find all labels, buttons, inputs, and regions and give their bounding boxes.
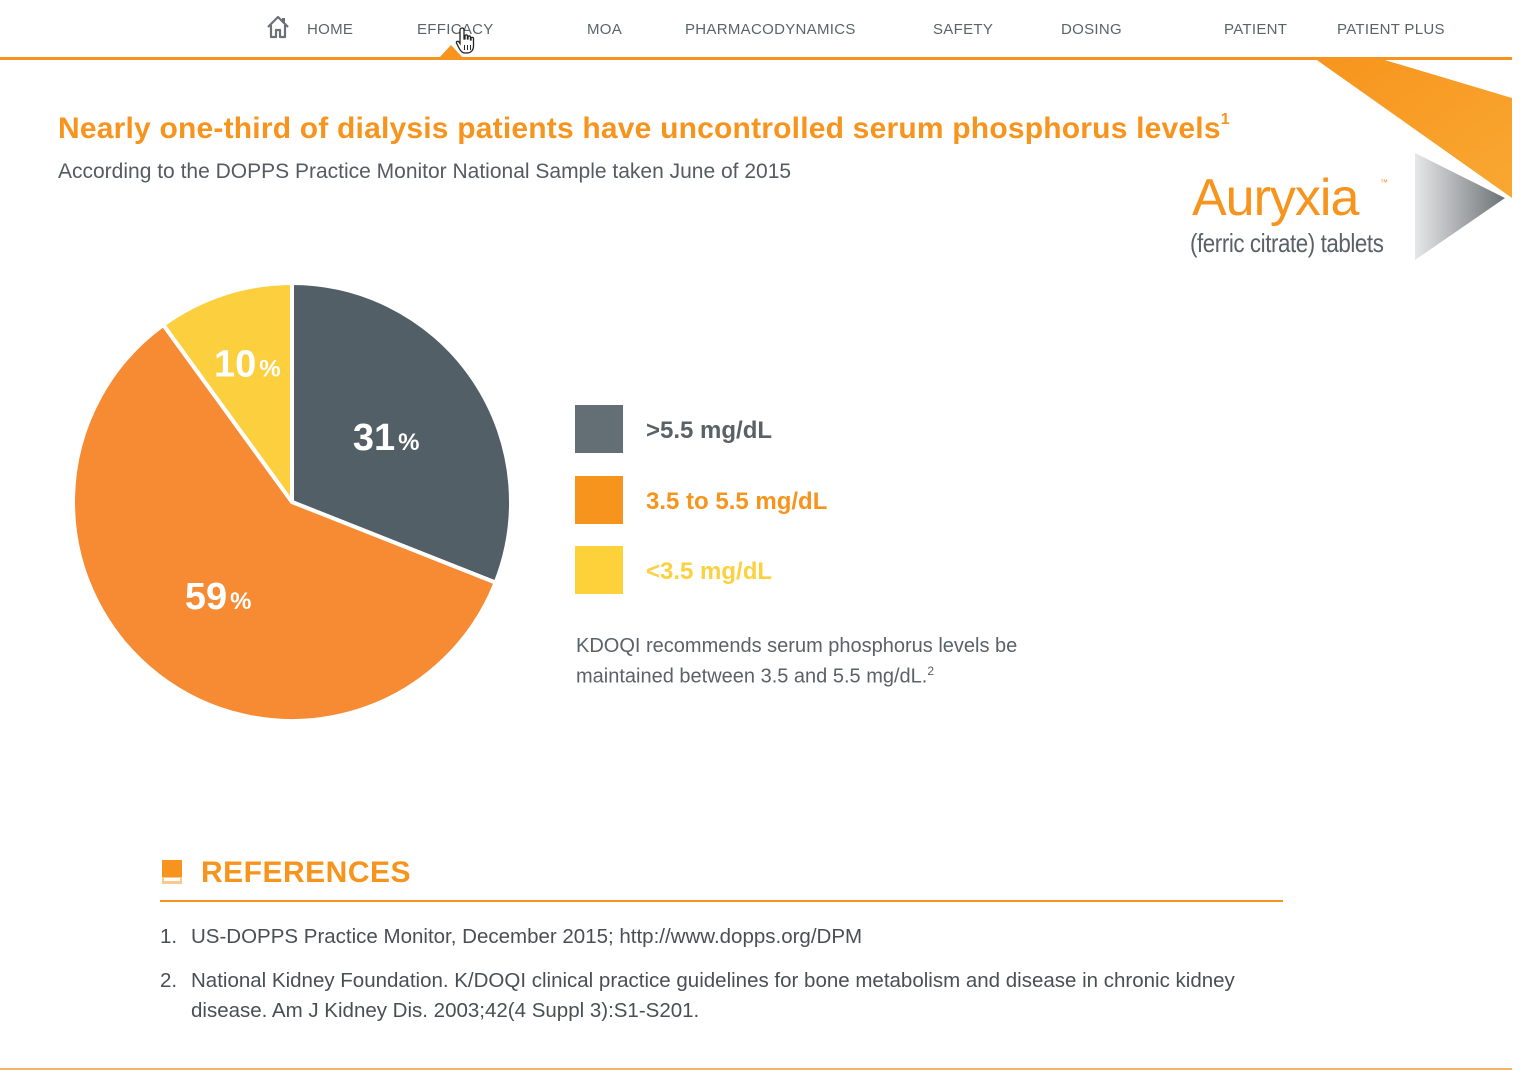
book-icon <box>162 860 182 884</box>
pie-slice-label: 10% <box>214 344 281 386</box>
reference-number: 2. <box>160 969 178 992</box>
reference-number: 1. <box>160 925 178 948</box>
pie-slice <box>71 322 498 723</box>
references-divider <box>160 900 1283 902</box>
footer-divider <box>0 1068 1512 1070</box>
logo-trademark: ™ <box>1380 178 1388 187</box>
nav-moa[interactable]: MOA <box>587 21 623 38</box>
references-heading: REFERENCES <box>201 856 412 889</box>
pie-slice <box>290 281 513 585</box>
hand-cursor-icon <box>455 27 475 54</box>
nav-dosing[interactable]: DOSING <box>1061 21 1122 38</box>
pie-slice-label: 31% <box>353 417 420 459</box>
legend-item: <3.5 mg/dL <box>575 546 975 594</box>
legend-swatch <box>575 546 623 594</box>
footnote-marker: 2 <box>927 664 935 678</box>
legend-label: <3.5 mg/dL <box>646 558 773 585</box>
phosphorus-pie-chart: 31 % 59 % 10% <box>71 281 513 723</box>
page-subtitle: According to the DOPPS Practice Monitor … <box>58 160 792 183</box>
nav-home[interactable]: HOME <box>307 21 354 38</box>
nav-patient-plus[interactable]: PATIENT PLUS <box>1337 21 1445 38</box>
decorative-ribbon <box>1314 58 1512 260</box>
page-title: Nearly one-third of dialysis patients ha… <box>58 111 1230 145</box>
nav-efficacy[interactable]: EFFICACY <box>417 21 494 38</box>
house-icon[interactable] <box>265 14 291 40</box>
pie-slice <box>161 281 294 504</box>
reference-text: US-DOPPS Practice Monitor, December 2015… <box>191 925 863 948</box>
top-navigation: HOME EFFICACY MOA PHARMACODYNAMICS SAFET… <box>0 0 1512 60</box>
reference-text: National Kidney Foundation. K/DOQI clini… <box>191 969 1235 1022</box>
nav-safety[interactable]: SAFETY <box>933 21 994 38</box>
auryxia-logo: Auryxia ™ (ferric citrate) tablets <box>1188 170 1398 265</box>
logo-tagline: (ferric citrate) tablets <box>1190 228 1384 258</box>
legend-item: 3.5 to 5.5 mg/dL <box>575 476 975 524</box>
legend-item: >5.5 mg/dL <box>575 405 975 453</box>
kdoqi-note: KDOQI recommends serum phosphorus levels… <box>576 635 1018 688</box>
pie-slice-label: 59% <box>185 576 252 618</box>
nav-patient[interactable]: PATIENT <box>1224 21 1288 38</box>
nav-underline <box>0 57 1512 60</box>
legend-label: 3.5 to 5.5 mg/dL <box>646 488 828 515</box>
footnote-marker: 1 <box>1220 111 1230 128</box>
active-tab-indicator <box>439 45 463 58</box>
legend-swatch <box>575 405 623 453</box>
legend-label: >5.5 mg/dL <box>646 417 773 444</box>
nav-pharmacodynamics[interactable]: PHARMACODYNAMICS <box>685 21 856 38</box>
legend-swatch <box>575 476 623 524</box>
logo-wordmark: Auryxia <box>1192 169 1359 227</box>
